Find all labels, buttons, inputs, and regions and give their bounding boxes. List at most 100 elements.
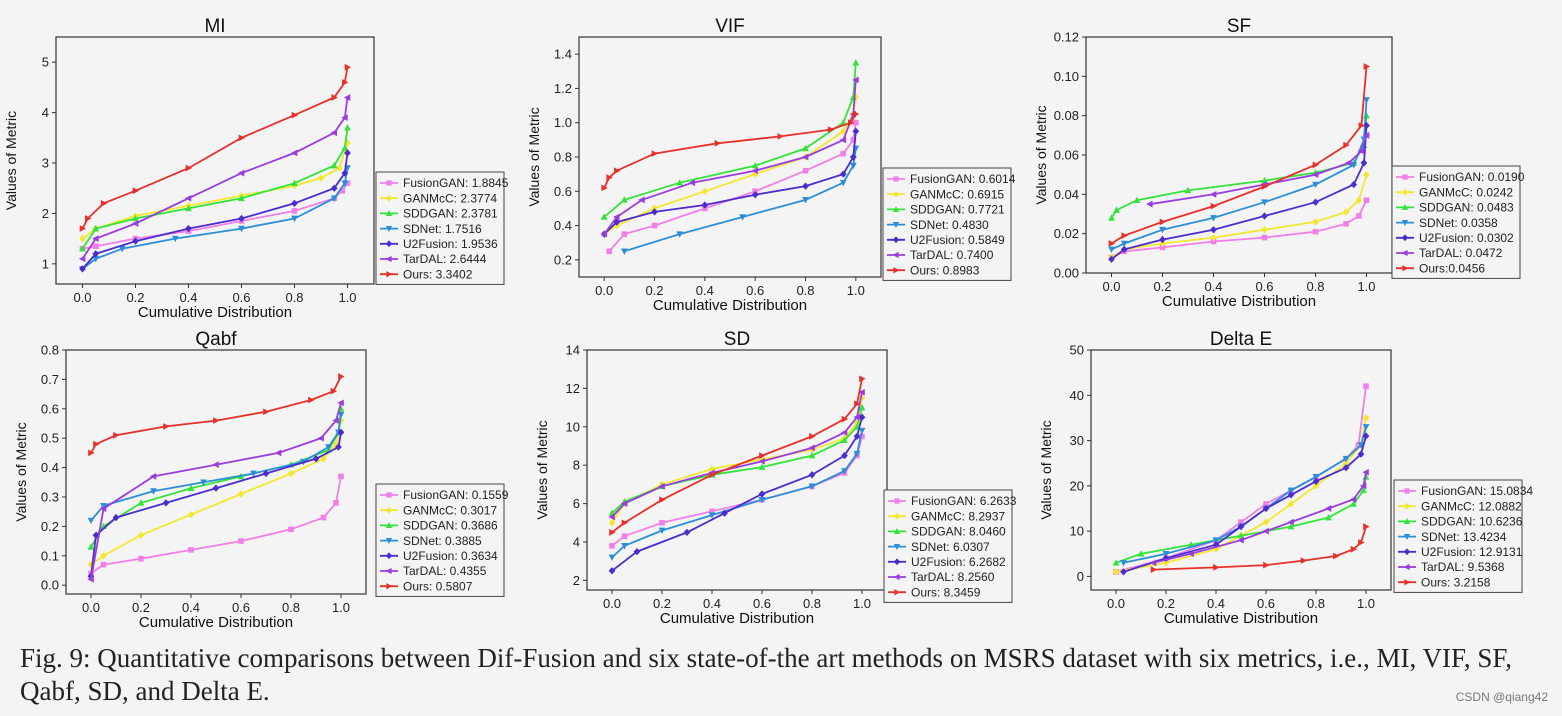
y-tick-label: 0.2 — [41, 519, 59, 534]
data-point-tardal — [184, 194, 192, 202]
legend-label: Ours: 3.2158 — [1421, 575, 1491, 589]
data-point-sdnet — [1120, 240, 1128, 248]
data-point-fusiongan — [621, 533, 628, 540]
x-axis-label: Cumulative Distribution — [139, 614, 293, 631]
series-line-u2fusion — [1123, 435, 1367, 573]
series-line-tardal — [90, 402, 342, 580]
data-point-sddgan — [92, 224, 100, 232]
data-point-sdnet — [658, 527, 666, 535]
y-axis-label: Values of Metric — [534, 420, 550, 519]
data-point-sddgan — [751, 161, 759, 169]
x-tick-label: 0.2 — [1153, 279, 1171, 294]
data-point-tardal — [1362, 468, 1369, 476]
data-point-sddgan — [79, 245, 86, 252]
x-axis-label: Cumulative Distribution — [1162, 293, 1316, 310]
legend-marker — [1403, 563, 1410, 571]
data-point-fusiongan — [100, 561, 107, 568]
legend-label: Ours: 8.3459 — [911, 585, 981, 599]
plot-frame — [586, 349, 888, 591]
x-tick-label: 0.8 — [1307, 596, 1325, 611]
x-axis-label: Cumulative Distribution — [653, 297, 807, 314]
legend-label: SDNet: 6.0307 — [911, 540, 990, 554]
legend-label: GANMcC: 0.3017 — [403, 503, 497, 517]
watermark: CSDN @qiang42 — [1455, 690, 1548, 704]
y-tick-label: 0.0 — [41, 578, 59, 593]
data-point-ours — [621, 519, 629, 527]
data-point-ours — [185, 164, 193, 172]
chart-title: MI — [204, 16, 225, 37]
legend-label: U2Fusion: 0.0302 — [1419, 231, 1514, 245]
data-point-ours — [853, 110, 860, 118]
data-point-tardal — [613, 213, 620, 221]
data-point-tardal — [212, 461, 219, 469]
data-point-ours — [1261, 183, 1269, 190]
legend-label: SDNet: 0.4830 — [910, 218, 989, 232]
legend-label: SDDGAN: 2.3781 — [403, 207, 498, 221]
data-point-fusiongan — [320, 514, 327, 521]
y-tick-label: 8 — [573, 458, 580, 473]
legend-marker — [1401, 204, 1409, 210]
data-point-ours — [609, 529, 616, 536]
legend-marker — [385, 522, 393, 528]
data-point-u2fusion — [633, 547, 641, 556]
data-point-sddgan — [185, 204, 192, 212]
data-point-tardal — [1187, 550, 1194, 558]
data-point-ours — [338, 373, 345, 380]
data-point-tardal — [99, 505, 107, 513]
data-point-sdnet — [1363, 97, 1370, 104]
data-point-sdnet — [250, 470, 257, 478]
y-tick-label: 0.10 — [1054, 69, 1079, 84]
data-point-ours — [1210, 202, 1218, 210]
data-point-ours — [79, 225, 87, 232]
legend-marker — [385, 538, 393, 544]
legend-label: Ours: 0.8983 — [910, 263, 980, 277]
data-point-sdnet — [849, 162, 857, 170]
legend-marker — [892, 251, 899, 259]
data-point-sdnet — [100, 503, 107, 510]
data-point-ganmcc — [751, 170, 759, 178]
figure-caption: Fig. 9: Quantitative comparisons between… — [20, 643, 1513, 706]
chart-1: VIF 0.0 0.2 0.4 0.6 0.8 1.0 0.2 0.4 0.6 0.8 1.0 1.2 1… — [526, 16, 1016, 314]
y-tick-label: 0.6 — [554, 184, 572, 199]
data-point-tardal — [858, 388, 865, 396]
data-point-tardal — [343, 94, 351, 101]
data-point-ours — [1108, 240, 1116, 247]
data-point-tardal — [337, 399, 344, 407]
legend-marker — [1401, 249, 1408, 257]
y-tick-label: 14 — [566, 343, 580, 358]
legend-label: FusionGAN: 0.1559 — [403, 488, 509, 502]
data-point-u2fusion — [291, 199, 298, 207]
data-point-fusiongan — [606, 248, 612, 255]
data-point-ganmcc — [187, 510, 195, 519]
y-tick-label: 0.12 — [1054, 30, 1079, 45]
data-point-ganmcc — [1312, 218, 1319, 226]
x-tick-label: 1.0 — [853, 596, 871, 611]
data-point-ours — [1263, 561, 1270, 569]
plot-frame — [1085, 36, 1393, 274]
data-point-tardal — [600, 230, 607, 238]
data-point-tardal — [840, 429, 848, 436]
y-tick-label: 0.00 — [1054, 266, 1079, 281]
data-point-ganmcc — [1342, 208, 1350, 216]
chart-3: Qabf 0.0 0.2 0.4 0.6 0.8 1.0 0.0 0.1 0.2 0.3 0.4 0.5… — [13, 329, 509, 631]
x-tick-label: 0.6 — [1255, 279, 1273, 294]
data-point-tardal — [1237, 536, 1244, 544]
data-point-sdnet — [802, 197, 809, 204]
y-tick-label: 0.7 — [41, 372, 59, 387]
data-point-sdnet — [620, 248, 628, 255]
data-point-u2fusion — [839, 170, 847, 178]
data-point-fusiongan — [138, 555, 144, 562]
data-point-ganmcc — [1287, 500, 1295, 508]
data-point-ganmcc — [336, 164, 343, 172]
data-point-ganmcc — [1312, 482, 1320, 490]
data-point-ganmcc — [1261, 226, 1268, 234]
data-point-ours — [342, 79, 349, 86]
data-point-u2fusion — [608, 567, 616, 575]
data-point-sddgan — [132, 214, 139, 222]
data-point-ours — [854, 400, 861, 408]
data-point-u2fusion — [683, 528, 691, 537]
data-point-ours — [606, 174, 613, 181]
legend-label: Ours: 3.3402 — [403, 267, 473, 281]
data-point-sddgan — [600, 213, 608, 220]
data-point-sdnet — [291, 215, 298, 223]
